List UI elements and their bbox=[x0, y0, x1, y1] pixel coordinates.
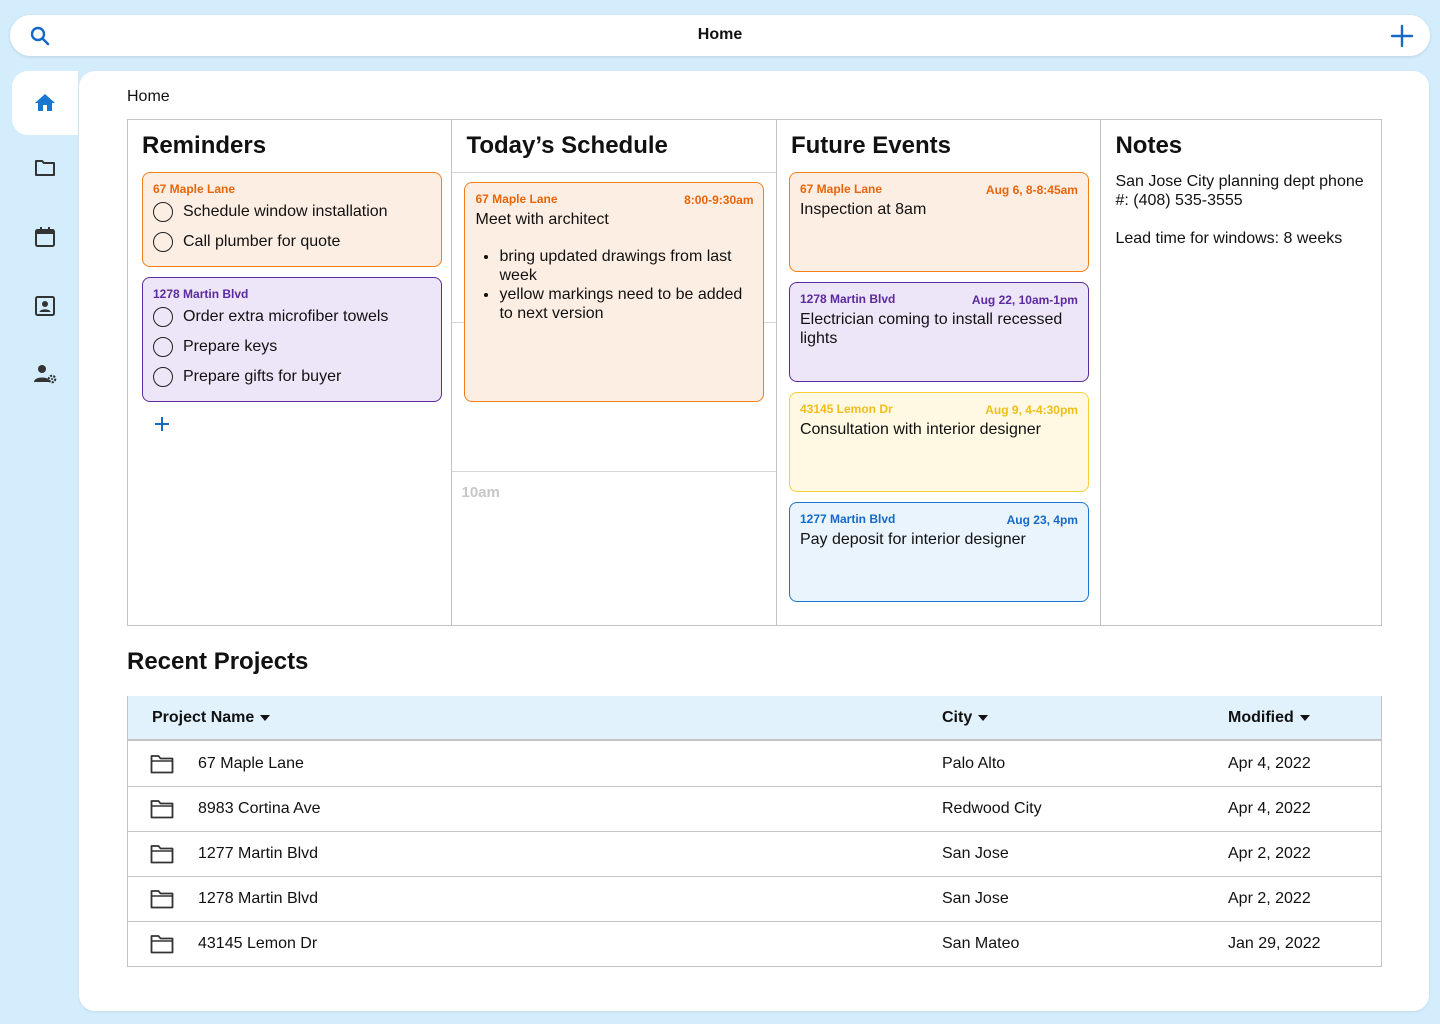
radio-icon[interactable] bbox=[153, 232, 173, 252]
table-header: Project Name City Modified bbox=[128, 696, 1381, 741]
radio-icon[interactable] bbox=[153, 307, 173, 327]
project-name-cell: 1277 Martin Blvd bbox=[128, 844, 942, 864]
calendar-icon bbox=[35, 227, 55, 247]
note-line: Lead time for windows: 8 weeks bbox=[1115, 230, 1343, 247]
reminder-group-card: 1278 Martin Blvd Order extra microfiber … bbox=[142, 277, 442, 402]
reminder-group-tag: 67 Maple Lane bbox=[153, 182, 236, 196]
project-name: 1278 Martin Blvd bbox=[198, 890, 319, 907]
schedule-divider bbox=[452, 172, 776, 173]
project-name-cell: 8983 Cortina Ave bbox=[128, 799, 942, 819]
schedule-title: Today’s Schedule bbox=[466, 132, 668, 159]
event-title: Meet with architect bbox=[475, 211, 609, 228]
radio-icon[interactable] bbox=[153, 367, 173, 387]
project-name-cell: 1278 Martin Blvd bbox=[128, 889, 942, 909]
sidebar-item-contacts[interactable] bbox=[12, 274, 78, 338]
time-label: 10am bbox=[461, 484, 500, 501]
event-time: 8:00-9:30am bbox=[684, 193, 754, 207]
dashboard-grid: Reminders 67 Maple Lane Schedule window … bbox=[127, 119, 1382, 626]
breadcrumb: Home bbox=[127, 88, 170, 105]
future-event-card[interactable]: 1278 Martin Blvd Aug 22, 10am-1pm Electr… bbox=[788, 282, 1089, 382]
project-name: 8983 Cortina Ave bbox=[198, 800, 321, 817]
modified-cell: Apr 4, 2022 bbox=[1228, 800, 1311, 817]
reminder-group-tag: 1278 Martin Blvd bbox=[153, 287, 249, 301]
future-event-card[interactable]: 67 Maple Lane Aug 6, 8-8:45am Inspection… bbox=[788, 172, 1089, 272]
table-row[interactable]: 43145 Lemon Dr San Mateo Jan 29, 2022 bbox=[128, 921, 1381, 966]
modified-cell: Apr 2, 2022 bbox=[1228, 890, 1311, 907]
app-title: Home bbox=[697, 26, 743, 43]
search-icon[interactable] bbox=[28, 24, 52, 48]
project-name: 1277 Martin Blvd bbox=[198, 845, 319, 862]
user-settings-icon bbox=[34, 365, 57, 384]
reminder-item[interactable]: Prepare keys bbox=[153, 332, 431, 362]
future-event-card[interactable]: 1277 Martin Blvd Aug 23, 4pm Pay deposit… bbox=[788, 502, 1089, 602]
project-name: 43145 Lemon Dr bbox=[198, 935, 318, 952]
event-tag: 67 Maple Lane bbox=[475, 192, 558, 206]
schedule-event-card[interactable]: 67 Maple Lane 8:00-9:30am Meet with arch… bbox=[464, 182, 765, 402]
note-line: San Jose City planning dept phone #: (40… bbox=[1115, 173, 1364, 209]
sort-caret-icon bbox=[978, 715, 989, 721]
reminder-group-card: 67 Maple Lane Schedule window installati… bbox=[142, 172, 442, 267]
event-notes: bring updated drawings from last week ye… bbox=[475, 247, 753, 323]
project-name: 67 Maple Lane bbox=[198, 754, 304, 772]
recent-projects-table: Project Name City Modified 67 Maple Lane… bbox=[127, 696, 1382, 967]
modified-cell: Apr 2, 2022 bbox=[1228, 845, 1311, 862]
radio-icon[interactable] bbox=[153, 337, 173, 357]
city-cell: San Jose bbox=[942, 890, 1009, 907]
reminder-item[interactable]: Prepare gifts for buyer bbox=[153, 362, 431, 392]
notes-body[interactable]: San Jose City planning dept phone #: (40… bbox=[1115, 172, 1370, 267]
event-note: bring updated drawings from last week bbox=[499, 247, 753, 285]
notes-panel: Notes San Jose City planning dept phone … bbox=[1101, 120, 1381, 625]
reminders-panel: Reminders 67 Maple Lane Schedule window … bbox=[128, 120, 453, 625]
city-cell: San Jose bbox=[942, 845, 1009, 862]
sidebar-item-projects[interactable] bbox=[12, 136, 78, 200]
sidebar-item-home[interactable] bbox=[12, 71, 78, 135]
city-cell: Redwood City bbox=[942, 800, 1042, 817]
folder-icon bbox=[150, 845, 174, 864]
table-row[interactable]: 1278 Martin Blvd San Jose Apr 2, 2022 bbox=[128, 876, 1381, 921]
add-reminder-plus-icon[interactable] bbox=[152, 414, 172, 434]
future-events-title: Future Events bbox=[790, 132, 951, 159]
radio-icon[interactable] bbox=[153, 202, 173, 222]
reminder-item[interactable]: Order extra microfiber towels bbox=[153, 302, 431, 332]
top-bar: Home bbox=[10, 15, 1430, 56]
event-note: yellow markings need to be added to next… bbox=[499, 285, 753, 323]
city-cell: Palo Alto bbox=[942, 754, 1006, 772]
column-header-project-name[interactable]: Project Name bbox=[128, 709, 942, 727]
column-header-modified[interactable]: Modified bbox=[1228, 709, 1310, 727]
notes-title: Notes bbox=[1115, 132, 1183, 159]
folder-icon bbox=[35, 160, 55, 176]
project-name-cell: 67 Maple Lane bbox=[128, 754, 942, 774]
reminder-item[interactable]: Call plumber for quote bbox=[153, 227, 431, 257]
reminders-title: Reminders bbox=[142, 132, 267, 159]
home-icon bbox=[35, 94, 55, 111]
folder-icon bbox=[150, 800, 174, 819]
sort-caret-icon bbox=[1299, 715, 1310, 721]
table-row[interactable]: 8983 Cortina Ave Redwood City Apr 4, 2022 bbox=[128, 786, 1381, 831]
reminder-item[interactable]: Schedule window installation bbox=[153, 197, 431, 227]
future-events-panel: Future Events 67 Maple Lane Aug 6, 8-8:4… bbox=[777, 120, 1102, 625]
folder-icon bbox=[150, 754, 174, 773]
sidebar-item-calendar[interactable] bbox=[12, 205, 78, 269]
sidebar-item-user-settings[interactable] bbox=[12, 342, 78, 406]
recent-projects-title: Recent Projects bbox=[127, 648, 309, 675]
folder-icon bbox=[150, 890, 174, 909]
city-cell: San Mateo bbox=[942, 935, 1020, 952]
project-name-cell: 43145 Lemon Dr bbox=[128, 934, 942, 954]
sort-caret-icon bbox=[260, 715, 271, 721]
plus-icon[interactable] bbox=[1390, 24, 1414, 48]
contact-card-icon bbox=[35, 296, 55, 316]
schedule-divider bbox=[452, 471, 776, 472]
table-row[interactable]: 67 Maple Lane Palo Alto Apr 4, 2022 bbox=[128, 741, 1381, 786]
schedule-panel: Today’s Schedule 67 Maple Lane 8:00-9:30… bbox=[452, 120, 777, 625]
folder-icon bbox=[150, 935, 174, 954]
future-event-card[interactable]: 43145 Lemon Dr Aug 9, 4-4:30pm Consultat… bbox=[788, 392, 1089, 492]
column-header-city[interactable]: City bbox=[942, 709, 1228, 727]
table-row[interactable]: 1277 Martin Blvd San Jose Apr 2, 2022 bbox=[128, 831, 1381, 876]
modified-cell: Jan 29, 2022 bbox=[1228, 935, 1321, 952]
modified-cell: Apr 4, 2022 bbox=[1228, 754, 1311, 772]
